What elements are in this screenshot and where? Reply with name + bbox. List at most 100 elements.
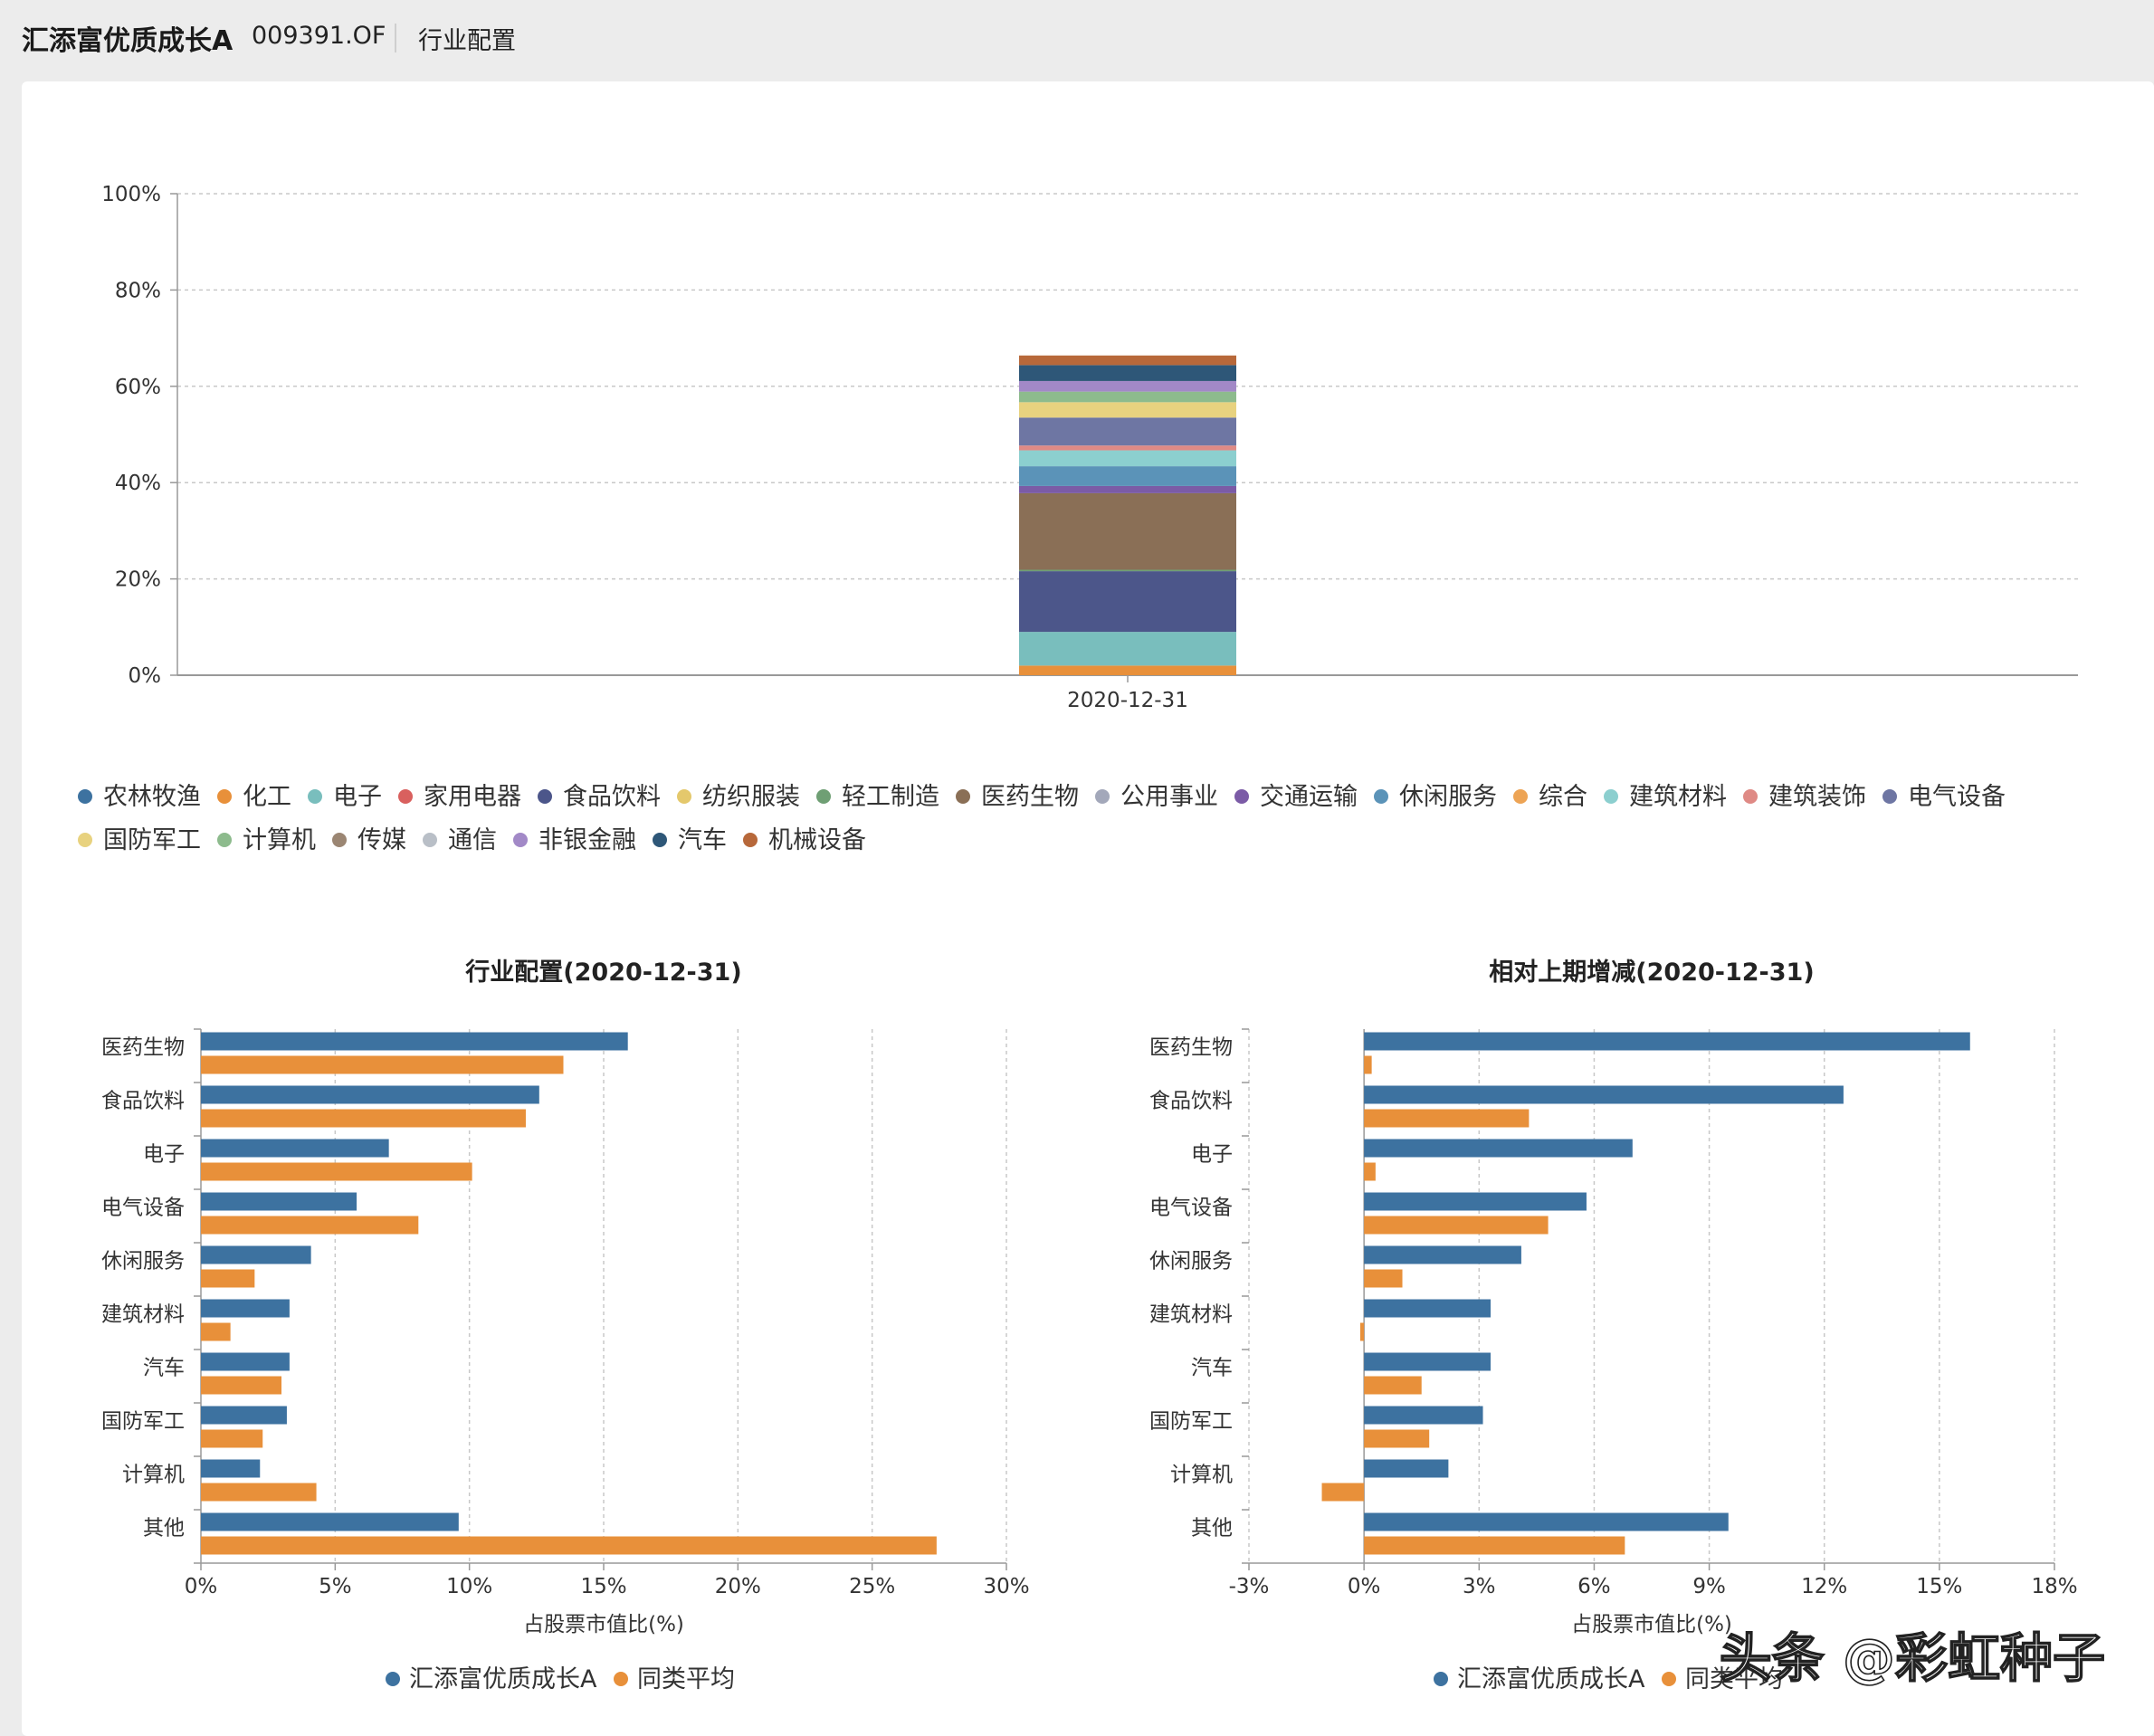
stack-segment [1019,466,1236,486]
legend-label: 汇添富优质成长A [409,1665,597,1693]
bar [1364,1032,1970,1051]
legend-label: 农林牧渔 [103,783,201,811]
legend-label: 非银金融 [538,826,636,854]
stack-segment [1019,380,1236,392]
x-axis-label: 占股票市值比(%) [1571,1613,1732,1636]
x-tick-label: 25% [849,1575,895,1598]
bar [1364,1406,1483,1425]
stack-segment [1019,391,1236,403]
y-category-label: 休闲服务 [1149,1250,1233,1273]
legend-label: 医药生物 [981,783,1079,811]
y-category-label: 汽车 [1191,1357,1233,1380]
bar [1359,1322,1365,1341]
stack-segment [1019,485,1236,493]
legend-marker [1513,789,1528,804]
x-tick-label: 20% [715,1575,761,1598]
bar [201,1429,263,1448]
page-header: 汇添富优质成长A 009391.OF 行业配置 [0,0,2154,78]
stack-segment [1019,632,1236,666]
legend-label: 家用电器 [424,783,521,811]
x-axis-label: 占股票市值比(%) [523,1613,684,1636]
legend-marker [1882,789,1897,804]
stack-y-tick-label: 60% [115,376,161,399]
legend-label: 公用事业 [1120,783,1218,811]
bar [1364,1085,1844,1104]
legend-marker [743,833,758,847]
bar [1364,1536,1625,1555]
y-category-label: 计算机 [122,1464,185,1487]
legend-marker [956,789,970,804]
header-divider [395,24,396,52]
bar [201,1139,389,1158]
bar [201,1406,287,1425]
fund-name: 汇添富优质成长A [22,25,234,57]
bar [201,1269,255,1288]
y-category-label: 食品饮料 [1149,1090,1233,1113]
bar [201,1245,311,1264]
legend-marker [538,789,552,804]
bar [1364,1429,1430,1448]
chart-title: 相对上期增减(2020-12-31) [1489,958,1814,987]
legend-label: 通信 [448,826,497,854]
x-tick-label: 30% [983,1575,1029,1598]
legend-marker [423,833,437,847]
legend-label: 化工 [243,783,291,811]
legend-label: 纺织服装 [702,783,800,811]
bar [201,1216,419,1235]
x-tick-label: 5% [319,1575,352,1598]
bar [1364,1459,1449,1478]
bar [201,1459,261,1478]
bar [1364,1512,1729,1531]
bar [201,1536,937,1555]
legend-marker [217,833,232,847]
y-category-label: 建筑材料 [101,1303,185,1327]
fund-code: 009391.OF [252,22,386,50]
y-category-label: 国防军工 [101,1410,185,1434]
legend-marker [1095,789,1110,804]
stack-segment [1019,492,1236,570]
stack-segment [1019,402,1236,418]
x-tick-label: 0% [1348,1575,1381,1598]
legend-marker [1662,1672,1676,1686]
legend-label: 计算机 [243,826,316,854]
legend-label: 休闲服务 [1399,783,1497,811]
stack-y-tick-label: 40% [115,472,161,495]
x-tick-label: 3% [1463,1575,1496,1598]
legend-marker [653,833,667,847]
legend-marker [1374,789,1388,804]
x-tick-label: 15% [1916,1575,1962,1598]
bar [201,1032,628,1051]
y-category-label: 医药生物 [1149,1036,1233,1060]
stack-segment [1019,450,1236,467]
stack-segment [1019,665,1236,675]
bar [201,1512,459,1531]
bar [1364,1269,1403,1288]
bar [1364,1376,1422,1395]
x-tick-label: 10% [446,1575,492,1598]
bar [1364,1055,1372,1074]
legend-marker [332,833,347,847]
legend-label: 电子 [333,783,382,811]
legend-label: 建筑装饰 [1768,783,1866,811]
bar [1364,1162,1376,1181]
bar [1364,1245,1521,1264]
y-category-label: 其他 [1191,1517,1233,1540]
bar [201,1109,526,1128]
section-title: 行业配置 [418,27,516,55]
y-category-label: 电气设备 [1149,1197,1233,1220]
y-category-label: 电子 [1191,1143,1233,1167]
bar [1364,1299,1491,1318]
bar [201,1483,317,1502]
legend-label: 交通运输 [1260,783,1358,811]
y-category-label: 食品饮料 [101,1090,185,1113]
legend-marker [386,1672,400,1686]
y-category-label: 休闲服务 [101,1250,185,1273]
legend-label: 汇添富优质成长A [1457,1665,1645,1693]
bar [201,1162,472,1181]
y-category-label: 国防军工 [1149,1410,1233,1434]
stack-y-tick-label: 100% [101,183,161,206]
bar [1364,1352,1491,1371]
watermark: 头条 @彩虹种子 [1720,1627,2105,1689]
legend-label: 传媒 [357,826,406,854]
y-category-label: 电子 [143,1143,185,1167]
